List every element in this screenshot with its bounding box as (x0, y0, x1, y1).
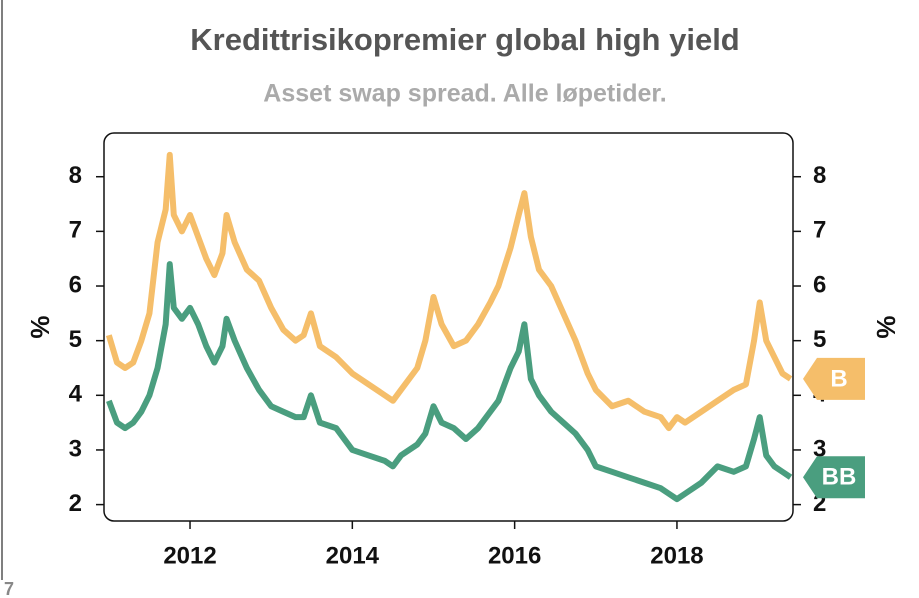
chart-subtitle: Asset swap spread. Alle løpetider. (263, 80, 666, 108)
chart-title: Kredittrisikopremier global high yield (190, 22, 740, 57)
plot-frame (103, 132, 794, 522)
y-tick-label: 2 (69, 490, 82, 517)
series-line (106, 261, 793, 503)
x-tick-label: 2018 (650, 542, 703, 569)
y2-tick-label: 3 (813, 435, 826, 462)
series-line (105, 151, 793, 432)
y2-tick-label: 7 (813, 217, 826, 244)
series-flag (803, 456, 865, 499)
y-tick-label: 5 (69, 326, 82, 353)
series-flag-label: B (830, 365, 847, 392)
series-flag (803, 357, 865, 400)
y2-axis-label: % (871, 315, 901, 338)
x-tick-label: 2012 (163, 542, 216, 569)
y2-tick-label: 5 (813, 326, 826, 353)
y2-tick-label: 8 (813, 162, 826, 189)
y2-tick-label: 6 (813, 271, 826, 298)
y-tick-label: 4 (69, 381, 83, 408)
x-tick-label: 2014 (326, 542, 380, 569)
y-axis-label: % (25, 315, 55, 338)
y-tick-label: 3 (69, 435, 82, 462)
y-tick-label: 7 (69, 217, 82, 244)
series-flag-label: BB (822, 464, 857, 491)
y-tick-label: 6 (69, 271, 82, 298)
y-tick-label: 8 (69, 162, 82, 189)
x-tick-label: 2016 (488, 542, 541, 569)
page-number: 7 (4, 579, 14, 598)
